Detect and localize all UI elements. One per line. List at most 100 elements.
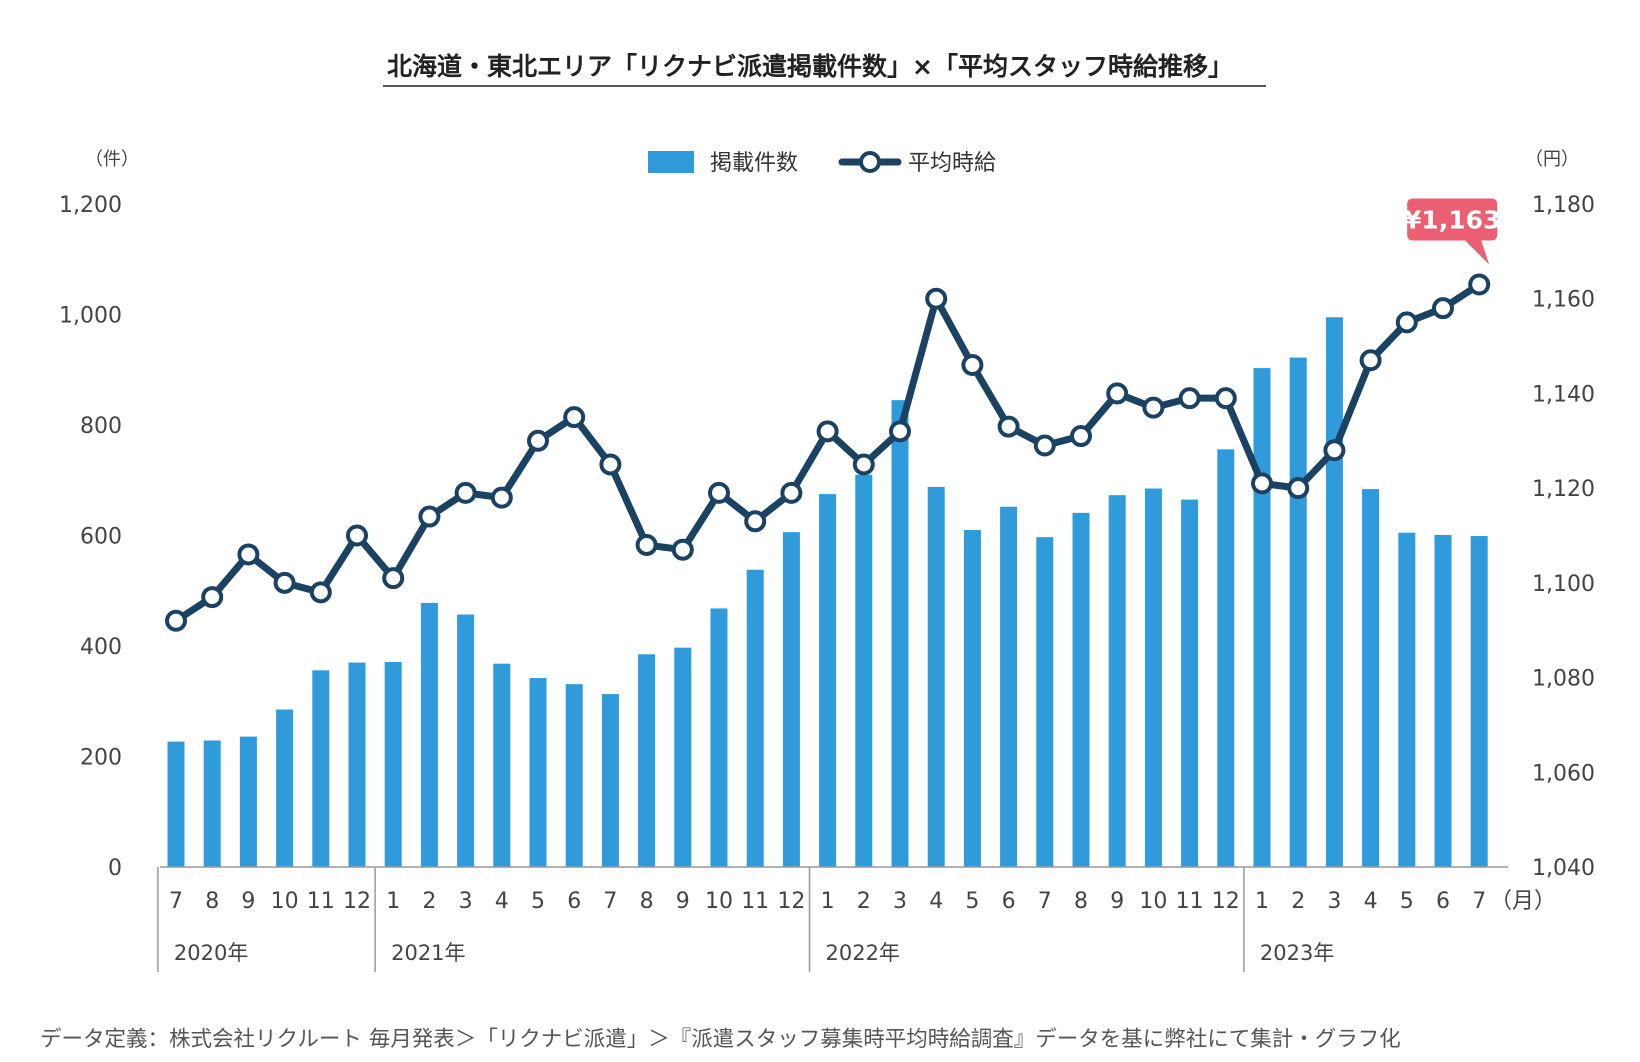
right-tick-label: 1,060: [1532, 761, 1595, 786]
month-label: 1: [386, 889, 400, 914]
month-label: 11: [1176, 889, 1204, 914]
bar: [1434, 534, 1452, 867]
wage-point: [1251, 472, 1273, 495]
wage-point: [671, 538, 694, 561]
wage-point: [527, 429, 549, 452]
wage-point: [1323, 439, 1346, 462]
legend: 掲載件数 平均時給: [648, 151, 996, 176]
year-label: 2023年: [1260, 941, 1334, 965]
left-tick-label: 0: [108, 856, 122, 881]
wage-point: [780, 481, 803, 504]
wage-point: [490, 486, 513, 509]
month-label: 3: [1327, 889, 1341, 914]
left-tick-label: 600: [80, 525, 122, 550]
month-label: 1: [1255, 889, 1269, 914]
wage-point: [1468, 273, 1491, 296]
month-label: 5: [531, 889, 545, 914]
callout-text: ¥1,163: [1404, 206, 1500, 235]
bar: [638, 654, 656, 867]
wage-point: [1142, 396, 1165, 419]
legend-line-label: 平均時給: [908, 151, 996, 176]
month-label: 12: [1212, 889, 1240, 914]
bar: [167, 741, 185, 867]
wage-point: [454, 481, 477, 504]
month-label: 2: [1291, 889, 1305, 914]
year-label: 2021年: [391, 941, 465, 965]
wage-point: [744, 510, 767, 533]
month-label: 11: [741, 889, 769, 914]
month-label: 6: [1436, 889, 1450, 914]
year-label: 2020年: [174, 941, 248, 965]
bar: [1325, 317, 1343, 867]
month-label: 10: [271, 889, 299, 914]
wage-point: [635, 533, 658, 556]
wage-point: [201, 586, 224, 609]
wage-point: [997, 415, 1020, 438]
legend-bar-swatch: [648, 151, 694, 173]
month-label: 9: [241, 889, 255, 914]
bar: [1036, 537, 1054, 867]
wage-point: [1033, 434, 1056, 457]
x-axis-labels: 7 8 9 10 11 12 1 2 3 4 5 6 7 8 9 10 11 12 1 2 3 4 5 6 7 8 9 10 11 12 1…: [169, 889, 1486, 914]
bars: [167, 317, 1488, 867]
wage-point: [346, 524, 368, 547]
bar: [529, 678, 547, 867]
wage-point: [1432, 297, 1454, 320]
bar: [457, 614, 475, 867]
month-label: 7: [1038, 889, 1052, 914]
bar: [963, 529, 981, 867]
bar: [1362, 489, 1380, 867]
bar: [239, 736, 257, 867]
wage-point: [852, 453, 875, 476]
wage-point: [382, 567, 405, 590]
bar: [1289, 357, 1307, 867]
wage-point: [1070, 425, 1092, 448]
right-tick-label: 1,140: [1532, 382, 1595, 407]
wage-point: [889, 420, 911, 443]
bar: [601, 694, 619, 867]
bar: [1181, 499, 1199, 867]
bar: [891, 400, 909, 867]
bar: [420, 602, 438, 867]
month-label: 6: [1002, 889, 1016, 914]
month-label: 4: [1364, 889, 1378, 914]
left-tick-label: 1,200: [59, 193, 122, 218]
wage-point: [599, 453, 622, 476]
left-axis-ticks: 1,200 1,000 800 600 400 200 0: [59, 193, 122, 881]
bar: [855, 474, 873, 867]
month-label: 2: [857, 889, 871, 914]
month-label: 9: [676, 889, 690, 914]
wage-point: [563, 406, 586, 429]
right-tick-label: 1,180: [1532, 193, 1595, 218]
month-label: 8: [1074, 889, 1088, 914]
bar: [1398, 532, 1416, 867]
legend-bar-label: 掲載件数: [710, 151, 798, 176]
wage-point: [816, 420, 839, 443]
bar: [493, 663, 511, 867]
wage-point: [165, 609, 187, 632]
bar: [565, 684, 583, 867]
bar: [1072, 512, 1090, 867]
bar: [384, 662, 402, 867]
wage-point: [1106, 382, 1129, 405]
wage-point: [237, 543, 260, 566]
bar: [312, 670, 330, 867]
bar: [203, 740, 221, 867]
bar: [1144, 488, 1162, 867]
month-label: 3: [893, 889, 907, 914]
left-tick-label: 1,000: [59, 304, 122, 329]
bar: [746, 569, 764, 867]
bar: [927, 486, 945, 867]
bar: [1217, 449, 1235, 867]
month-label: 10: [1139, 889, 1167, 914]
latest-wage-callout: ¥1,163: [1404, 198, 1500, 265]
left-tick-label: 800: [80, 414, 122, 439]
footnote: データ定義：株式会社リクルート 毎月発表＞「リクナビ派遣」＞『派遣スタッフ募集時…: [40, 1027, 1401, 1052]
month-label: 12: [343, 889, 371, 914]
left-tick-label: 200: [80, 746, 122, 771]
month-label: 6: [567, 889, 581, 914]
bar: [1108, 495, 1126, 867]
bar: [782, 532, 800, 867]
wage-point: [925, 287, 948, 310]
